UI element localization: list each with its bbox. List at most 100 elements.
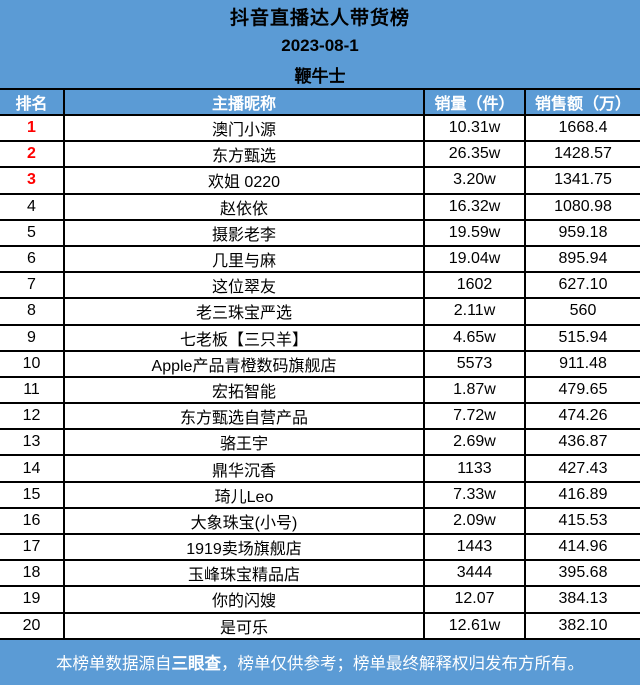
page-title: 抖音直播达人带货榜: [229, 8, 410, 29]
table-row: 5 摄影老李 19.59w 959.18: [0, 218, 640, 247]
sales-amount-cell: 911.48: [524, 349, 640, 378]
host-name-cell: 琦儿Leo: [63, 480, 425, 509]
table-row: 18 玉峰珠宝精品店 3444 395.68: [0, 559, 640, 588]
sales-volume-cell: 19.59w: [423, 218, 526, 247]
rank-cell: 4: [0, 192, 65, 221]
table-row: 20 是可乐 12.61w 382.10: [0, 611, 640, 640]
rank-cell: 19: [0, 585, 65, 614]
table-header-row: 排名 主播昵称 销量（件） 销售额（万）: [0, 88, 640, 116]
sales-amount-cell: 414.96: [524, 532, 640, 562]
rank-cell: 3: [0, 166, 65, 195]
host-name-cell: 七老板【三只羊】: [63, 323, 425, 352]
sales-amount-cell: 474.26: [524, 402, 640, 431]
sales-volume-cell: 1602: [423, 271, 526, 300]
rank-cell: 9: [0, 323, 65, 352]
sales-amount-cell: 382.10: [524, 611, 640, 640]
sales-volume-cell: 7.33w: [423, 480, 526, 509]
table-row: 16 大象珠宝(小号) 2.09w 415.53: [0, 506, 640, 536]
table-header: 排名 主播昵称 销量（件） 销售额（万）: [0, 88, 640, 116]
footer-text-prefix: 本榜单数据源自: [56, 655, 172, 674]
host-name-cell: 鼎华沉香: [63, 454, 425, 483]
footer-note: 本榜单数据源自 三眼查 ，榜单仅供参考；榜单最终解释权归发布方所有。: [0, 639, 640, 685]
ranking-table: 排名 主播昵称 销量（件） 销售额（万） 1 澳门小源 10.31w 1668.…: [0, 88, 640, 640]
publisher-label: 鞭牛士: [294, 67, 346, 86]
rank-cell: 10: [0, 349, 65, 378]
column-header-amount: 销售额（万）: [524, 88, 640, 116]
title-block: 抖音直播达人带货榜 2023-08-1 鞭牛士: [0, 0, 640, 88]
date-label: 2023-08-1: [281, 36, 359, 55]
host-name-cell: 这位翠友: [63, 271, 425, 300]
sales-volume-cell: 3.20w: [423, 166, 526, 195]
host-name-cell: 你的闪嫂: [63, 585, 425, 614]
table-row: 2 东方甄选 26.35w 1428.57: [0, 140, 640, 169]
table-row: 17 1919卖场旗舰店 1443 414.96: [0, 532, 640, 562]
sales-volume-cell: 1.87w: [423, 375, 526, 405]
host-name-cell: 老三珠宝严选: [63, 297, 425, 326]
rank-cell: 16: [0, 506, 65, 536]
sales-amount-cell: 415.53: [524, 506, 640, 536]
rank-cell: 1: [0, 113, 65, 143]
rank-cell: 15: [0, 480, 65, 509]
sales-amount-cell: 384.13: [524, 585, 640, 614]
table-row: 6 几里与麻 19.04w 895.94: [0, 244, 640, 274]
sales-volume-cell: 2.69w: [423, 428, 526, 457]
sales-amount-cell: 560: [524, 297, 640, 326]
sales-amount-cell: 1080.98: [524, 192, 640, 221]
sales-volume-cell: 19.04w: [423, 244, 526, 274]
sales-amount-cell: 436.87: [524, 428, 640, 457]
host-name-cell: 东方甄选自营产品: [63, 402, 425, 431]
rank-cell: 11: [0, 375, 65, 405]
rank-cell: 2: [0, 140, 65, 169]
host-name-cell: 骆王宇: [63, 428, 425, 457]
sales-amount-cell: 515.94: [524, 323, 640, 352]
footer-text-suffix: ，榜单仅供参考；榜单最终解释权归发布方所有。: [221, 655, 584, 674]
sales-amount-cell: 627.10: [524, 271, 640, 300]
host-name-cell: 是可乐: [63, 611, 425, 640]
table-row: 8 老三珠宝严选 2.11w 560: [0, 297, 640, 326]
table-row: 10 Apple产品青橙数码旗舰店 5573 911.48: [0, 349, 640, 378]
host-name-cell: 1919卖场旗舰店: [63, 532, 425, 562]
sales-volume-cell: 26.35w: [423, 140, 526, 169]
host-name-cell: 赵依依: [63, 192, 425, 221]
rank-cell: 14: [0, 454, 65, 483]
sales-amount-cell: 479.65: [524, 375, 640, 405]
sales-volume-cell: 1443: [423, 532, 526, 562]
host-name-cell: 东方甄选: [63, 140, 425, 169]
host-name-cell: 玉峰珠宝精品店: [63, 559, 425, 588]
rank-cell: 12: [0, 402, 65, 431]
column-header-volume: 销量（件）: [423, 88, 526, 116]
host-name-cell: 宏拓智能: [63, 375, 425, 405]
table-row: 15 琦儿Leo 7.33w 416.89: [0, 480, 640, 509]
table-row: 13 骆王宇 2.69w 436.87: [0, 428, 640, 457]
sales-amount-cell: 959.18: [524, 218, 640, 247]
host-name-cell: Apple产品青橙数码旗舰店: [63, 349, 425, 378]
sales-amount-cell: 895.94: [524, 244, 640, 274]
table-row: 9 七老板【三只羊】 4.65w 515.94: [0, 323, 640, 352]
table-row: 11 宏拓智能 1.87w 479.65: [0, 375, 640, 405]
table-row: 1 澳门小源 10.31w 1668.4: [0, 113, 640, 143]
sales-amount-cell: 1668.4: [524, 113, 640, 143]
host-name-cell: 几里与麻: [63, 244, 425, 274]
rank-cell: 17: [0, 532, 65, 562]
host-name-cell: 大象珠宝(小号): [63, 506, 425, 536]
sales-amount-cell: 416.89: [524, 480, 640, 509]
table-row: 7 这位翠友 1602 627.10: [0, 271, 640, 300]
table-row: 14 鼎华沉香 1133 427.43: [0, 454, 640, 483]
sales-amount-cell: 1428.57: [524, 140, 640, 169]
sales-volume-cell: 1133: [423, 454, 526, 483]
rank-cell: 20: [0, 611, 65, 640]
sales-volume-cell: 7.72w: [423, 402, 526, 431]
rank-cell: 6: [0, 244, 65, 274]
rank-cell: 7: [0, 271, 65, 300]
table-row: 4 赵依依 16.32w 1080.98: [0, 192, 640, 221]
column-header-name: 主播昵称: [63, 88, 425, 116]
sales-amount-cell: 1341.75: [524, 166, 640, 195]
table-row: 3 欢姐 0220 3.20w 1341.75: [0, 166, 640, 195]
rank-cell: 13: [0, 428, 65, 457]
sales-volume-cell: 2.11w: [423, 297, 526, 326]
host-name-cell: 摄影老李: [63, 218, 425, 247]
footer-source-name: 三眼查: [171, 655, 222, 674]
table-row: 12 东方甄选自营产品 7.72w 474.26: [0, 402, 640, 431]
rank-cell: 5: [0, 218, 65, 247]
sales-volume-cell: 5573: [423, 349, 526, 378]
